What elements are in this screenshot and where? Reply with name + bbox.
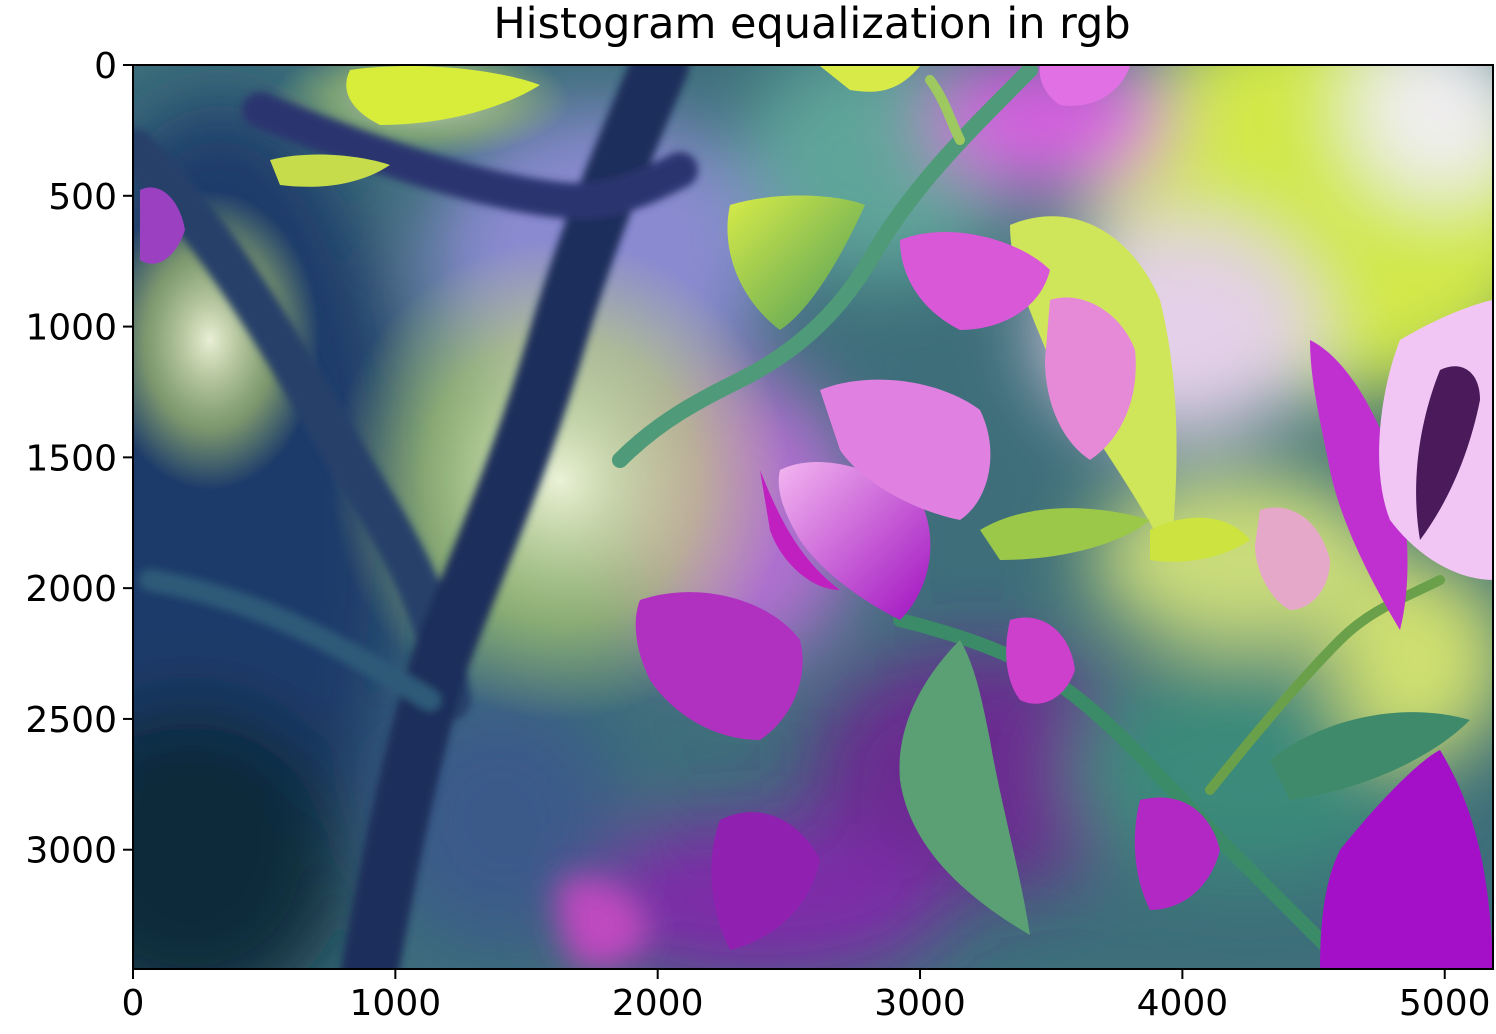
y-tick-label: 0 xyxy=(94,46,117,87)
x-tick-label: 4000 xyxy=(1137,983,1229,1024)
y-tick-label: 2500 xyxy=(25,700,117,741)
y-tick-label: 500 xyxy=(48,177,117,218)
chart-title: Histogram equalization in rgb xyxy=(493,0,1130,49)
plot-area-frame xyxy=(132,64,1494,970)
y-axis: 0 500 1000 1500 2000 2500 3000 xyxy=(25,46,133,872)
y-tick-label: 1000 xyxy=(25,308,117,349)
x-tick-label: 0 xyxy=(122,983,145,1024)
x-tick-label: 3000 xyxy=(874,983,966,1024)
x-axis: 0 1000 2000 3000 4000 5000 xyxy=(122,969,1491,1024)
x-tick-label: 5000 xyxy=(1399,983,1491,1024)
y-tick-label: 1500 xyxy=(25,438,117,479)
x-tick-label: 1000 xyxy=(350,983,442,1024)
y-tick-label: 3000 xyxy=(25,831,117,872)
y-tick-label: 2000 xyxy=(25,569,117,610)
x-tick-label: 2000 xyxy=(612,983,704,1024)
equalized-photo xyxy=(133,65,1493,969)
